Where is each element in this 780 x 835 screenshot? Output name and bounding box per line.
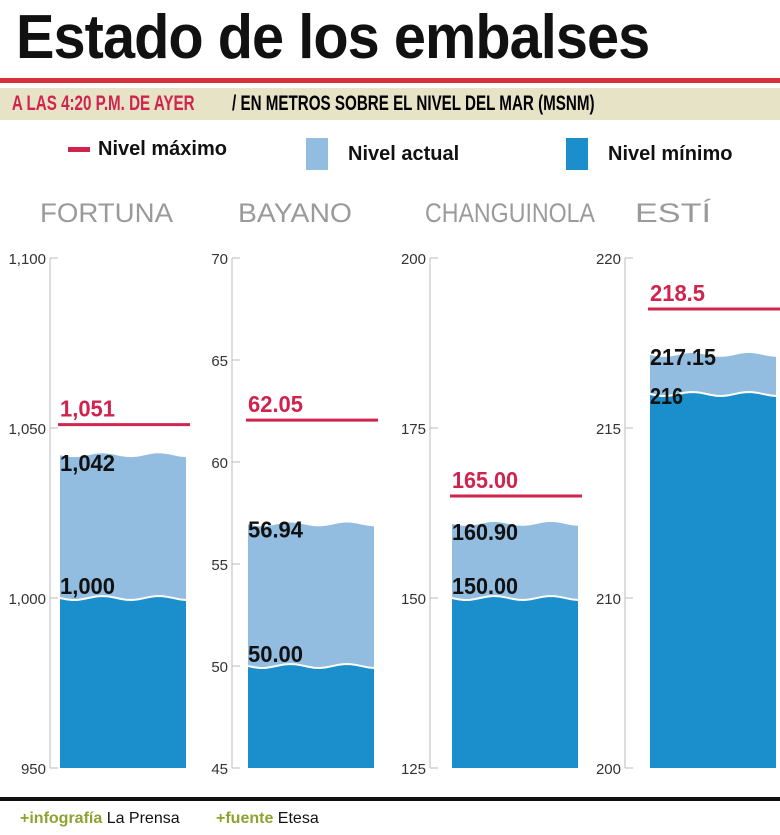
actual-label: 217.15 — [650, 344, 716, 370]
y-tick-label: 950 — [21, 761, 46, 778]
max-label: 165.00 — [452, 467, 518, 493]
y-tick-label: 210 — [596, 591, 621, 608]
max-label: 1,051 — [60, 396, 115, 422]
subtitle-bar: A LAS 4:20 P.M. DE AYER / EN METROS SOBR… — [0, 88, 780, 120]
source-value: Etesa — [277, 810, 319, 827]
subtitle-time: A LAS 4:20 P.M. DE AYER — [11, 92, 195, 115]
credit-value: La Prensa — [106, 810, 180, 827]
bar-min — [248, 664, 374, 768]
reservoir-name: BAYANO — [238, 198, 352, 228]
legend-actual: Nivel actual — [306, 138, 459, 170]
min-wave — [451, 594, 579, 601]
y-tick-label: 1,000 — [8, 591, 46, 608]
y-tick-label: 65 — [211, 353, 228, 370]
min-wave — [247, 662, 375, 669]
reservoir-name: CHANGUINOLA — [425, 198, 595, 228]
min-wave — [59, 594, 187, 601]
bar-min — [452, 596, 578, 768]
y-tick-label: 125 — [401, 761, 426, 778]
actual-label: 160.90 — [452, 519, 518, 545]
y-tick-label: 1,050 — [8, 421, 46, 438]
reservoir-name: FORTUNA — [40, 198, 173, 228]
subtitle-unit: / EN METROS SOBRE EL NIVEL DEL MAR (MSNM… — [231, 92, 595, 115]
y-tick-label: 215 — [596, 421, 621, 438]
legend-min-swatch — [566, 138, 588, 170]
page-title: Estado de los embalses — [16, 3, 650, 72]
y-tick-label: 150 — [401, 591, 426, 608]
credit-key: +infografía — [20, 810, 103, 827]
reservoir-name: ESTÍ — [635, 198, 712, 228]
bar-min — [60, 596, 186, 768]
bar-min — [650, 392, 776, 768]
legend-actual-swatch — [306, 138, 328, 170]
legend-max: Nivel máximo — [68, 138, 227, 161]
y-tick-label: 70 — [211, 251, 228, 268]
legend-max-swatch — [68, 147, 90, 152]
title-rule — [0, 78, 780, 83]
y-tick-label: 45 — [211, 761, 228, 778]
legend-max-label: Nivel máximo — [98, 138, 227, 160]
min-label: 50.00 — [248, 641, 303, 667]
max-label: 218.5 — [650, 280, 705, 306]
source-key: +fuente — [216, 810, 274, 827]
footer-rule — [0, 797, 780, 801]
legend-min: Nivel mínimo — [566, 138, 732, 170]
y-tick-label: 1,100 — [8, 251, 46, 268]
actual-label: 1,042 — [60, 450, 115, 476]
min-label: 1,000 — [60, 573, 115, 599]
legend-min-label: Nivel mínimo — [608, 142, 733, 165]
y-tick-label: 220 — [596, 251, 621, 268]
credit: +infografía La Prensa — [20, 810, 180, 828]
max-label: 62.05 — [248, 391, 303, 417]
y-tick-label: 60 — [211, 455, 228, 472]
y-tick-label: 50 — [211, 659, 228, 676]
min-label: 216 — [650, 383, 683, 409]
min-wave — [649, 390, 777, 397]
source: +fuente Etesa — [216, 810, 319, 828]
legend-actual-label: Nivel actual — [348, 142, 460, 165]
y-tick-label: 200 — [596, 761, 621, 778]
y-tick-label: 200 — [401, 251, 426, 268]
min-label: 150.00 — [452, 573, 518, 599]
y-tick-label: 55 — [211, 557, 228, 574]
actual-label: 56.94 — [248, 516, 303, 542]
y-tick-label: 175 — [401, 421, 426, 438]
